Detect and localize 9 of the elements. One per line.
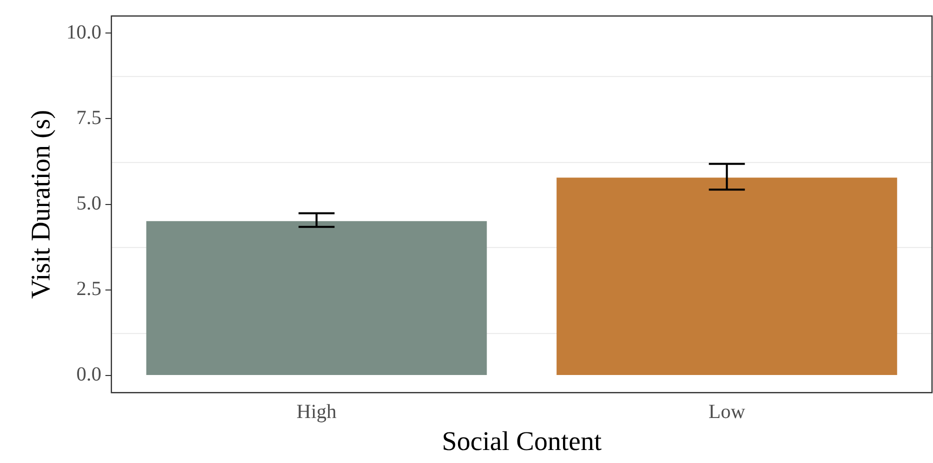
- y-tick-label: 0.0: [76, 364, 102, 386]
- y-tick-label: 10.0: [66, 21, 102, 44]
- x-axis-title: Social Content: [442, 426, 602, 456]
- y-tick-label: 5.0: [76, 192, 102, 215]
- y-tick-label: 2.5: [76, 278, 102, 300]
- x-tick-label: High: [296, 400, 337, 423]
- y-tick-label: 7.5: [76, 106, 102, 129]
- y-axis-title: Visit Duration (s): [25, 110, 56, 299]
- x-tick-label: Low: [708, 400, 746, 423]
